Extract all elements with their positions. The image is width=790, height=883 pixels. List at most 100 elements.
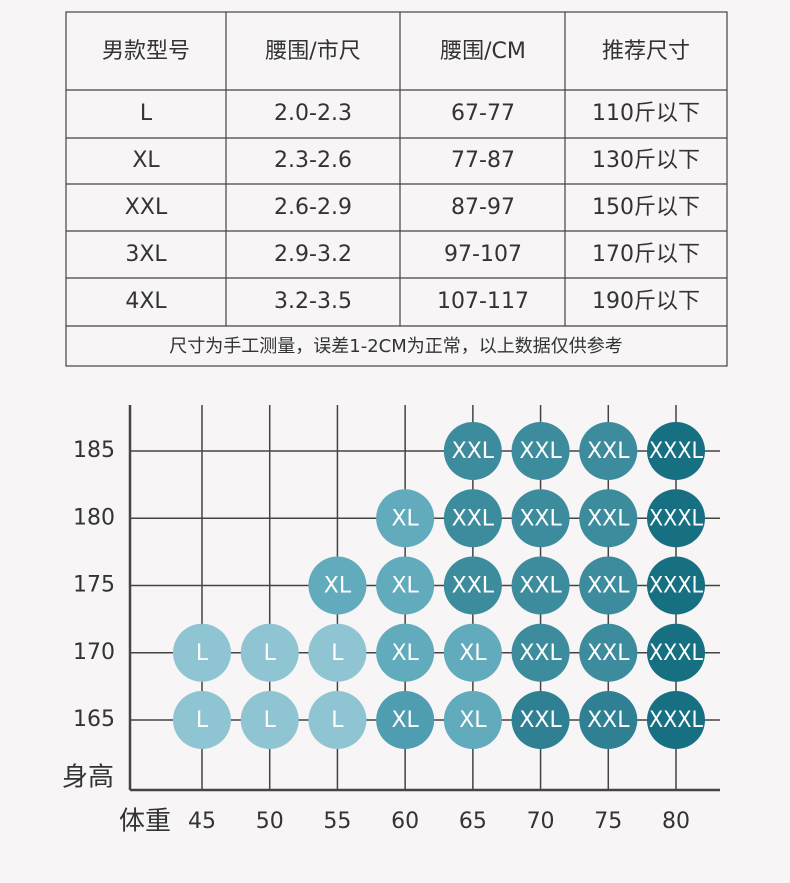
size-label: XXL <box>452 506 495 531</box>
x-tick-label: 55 <box>323 809 351 834</box>
size-label: XXL <box>587 506 630 531</box>
size-dot <box>173 691 231 749</box>
size-label: XXL <box>452 439 495 464</box>
table-cell: 97-107 <box>444 242 522 267</box>
table-frame <box>65 11 728 367</box>
size-dot <box>579 691 638 749</box>
table-cell: 77-87 <box>451 148 515 173</box>
size-label: XXL <box>519 574 562 599</box>
table-cell: 87-97 <box>451 195 515 220</box>
table-cell: 150斤以下 <box>592 195 700 220</box>
size-dot <box>511 556 570 615</box>
size-dot <box>511 489 570 548</box>
size-label: XXL <box>587 708 630 733</box>
y-tick-label: 165 <box>73 707 115 732</box>
size-dot <box>579 623 638 682</box>
size-dot <box>376 489 435 548</box>
size-dot <box>511 422 570 480</box>
size-label: L <box>264 641 277 666</box>
size-label: L <box>331 641 344 666</box>
table-cell: 190斤以下 <box>592 289 700 314</box>
size-label: L <box>331 708 344 733</box>
size-label: XXL <box>519 641 562 666</box>
size-label: XXL <box>452 574 495 599</box>
x-tick-label: 75 <box>594 809 622 834</box>
table-cell: 2.3-2.6 <box>274 148 352 173</box>
size-dot <box>443 623 502 682</box>
size-dot <box>579 489 638 548</box>
size-label: XXL <box>519 439 562 464</box>
table-cell: 2.9-3.2 <box>274 242 352 267</box>
size-label: XXL <box>587 641 630 666</box>
size-label: XXXL <box>649 708 704 733</box>
header-cell: 腰围/市尺 <box>265 39 360 64</box>
size-dot <box>240 691 299 749</box>
size-label: XL <box>459 708 487 733</box>
x-tick-label: 65 <box>459 809 487 834</box>
size-label: L <box>196 641 209 666</box>
y-tick-label: 185 <box>73 438 115 463</box>
size-label: XXXL <box>649 439 704 464</box>
size-label: XL <box>391 641 419 666</box>
table-cell: 170斤以下 <box>592 242 700 267</box>
size-dot <box>647 489 705 548</box>
x-tick-label: 60 <box>391 809 419 834</box>
table-cell: 3XL <box>125 242 167 267</box>
table-cell: 2.0-2.3 <box>274 101 352 126</box>
size-label: XL <box>391 506 419 531</box>
table-cell: L <box>140 101 153 126</box>
size-label: XL <box>391 574 419 599</box>
table-cell: 4XL <box>125 289 167 314</box>
x-tick-label: 45 <box>188 809 216 834</box>
table-cell: 110斤以下 <box>592 101 700 126</box>
y-tick-label: 170 <box>73 640 115 665</box>
size-dot <box>647 556 705 615</box>
size-dot <box>511 623 570 682</box>
size-dot <box>511 691 570 749</box>
size-dot <box>443 556 502 615</box>
size-dot <box>647 422 705 480</box>
x-axis-label: 体重 <box>119 807 171 837</box>
size-label: XXL <box>587 574 630 599</box>
size-dot <box>240 623 299 682</box>
x-tick-label: 70 <box>527 809 555 834</box>
size-label: XXL <box>587 439 630 464</box>
size-dot <box>647 623 705 682</box>
table-cell: XXL <box>125 195 168 220</box>
table-cell: 107-117 <box>437 289 529 314</box>
size-label: XXXL <box>649 574 704 599</box>
size-dot <box>443 489 502 548</box>
x-tick-label: 50 <box>256 809 284 834</box>
table-cell: 2.6-2.9 <box>274 195 352 220</box>
size-dot <box>647 691 705 749</box>
size-label: XXL <box>519 708 562 733</box>
size-label: XXXL <box>649 506 704 531</box>
size-label: XXL <box>519 506 562 531</box>
size-label: L <box>264 708 277 733</box>
size-dot <box>376 556 435 615</box>
table-cell: XL <box>132 148 160 173</box>
size-dot <box>579 556 638 615</box>
y-axis-label: 身高 <box>62 763 114 793</box>
table-cell: 3.2-3.5 <box>274 289 352 314</box>
size-label: XL <box>391 708 419 733</box>
size-label: XL <box>459 641 487 666</box>
table-note: 尺寸为手工测量，误差1-2CM为正常，以上数据仅供参考 <box>169 336 623 357</box>
table-cell: 130斤以下 <box>592 148 700 173</box>
size-dot <box>376 691 435 749</box>
table-cell: 67-77 <box>451 101 515 126</box>
header-cell: 腰围/CM <box>440 39 526 64</box>
size-dot <box>443 691 502 749</box>
size-dot <box>443 422 502 480</box>
size-dot <box>308 691 367 749</box>
header-cell: 男款型号 <box>102 39 190 64</box>
size-label: XXXL <box>649 641 704 666</box>
x-tick-label: 80 <box>662 809 690 834</box>
size-dot <box>308 556 367 615</box>
size-label: L <box>196 708 209 733</box>
size-dot <box>579 422 638 480</box>
y-tick-label: 175 <box>73 573 115 598</box>
header-cell: 推荐尺寸 <box>602 39 690 64</box>
